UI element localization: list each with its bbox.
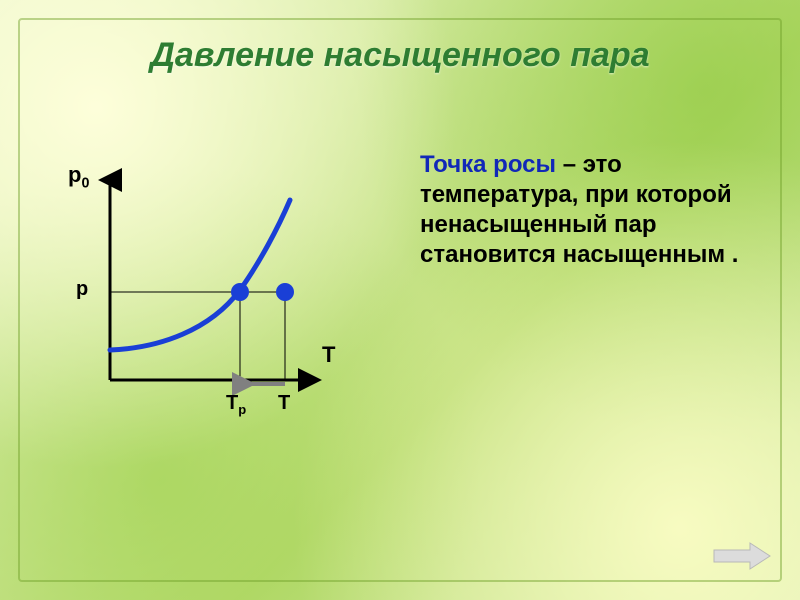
page-title: Давление насыщенного пара: [0, 36, 800, 75]
definition-dash: –: [556, 151, 583, 178]
tp-tick-label: Tp: [226, 392, 246, 417]
y-axis-label: p0: [68, 162, 89, 191]
x-axis-label: T: [322, 342, 335, 368]
point-on-curve: [231, 283, 249, 301]
arrow-right-icon: [712, 540, 772, 572]
saturation-curve: [110, 200, 290, 350]
slide: Давление насыщенного пара: [0, 0, 800, 600]
p-tick-label: p: [76, 278, 88, 301]
definition-text: Точка росы – это температура, при которо…: [420, 150, 760, 270]
definition-term: Точка росы: [420, 151, 556, 178]
chart-svg: [70, 170, 370, 450]
next-button[interactable]: [712, 540, 772, 572]
t-tick-label: T: [278, 392, 290, 415]
point-off-curve: [276, 283, 294, 301]
chart-area: p0 p T Tp T: [70, 170, 370, 450]
